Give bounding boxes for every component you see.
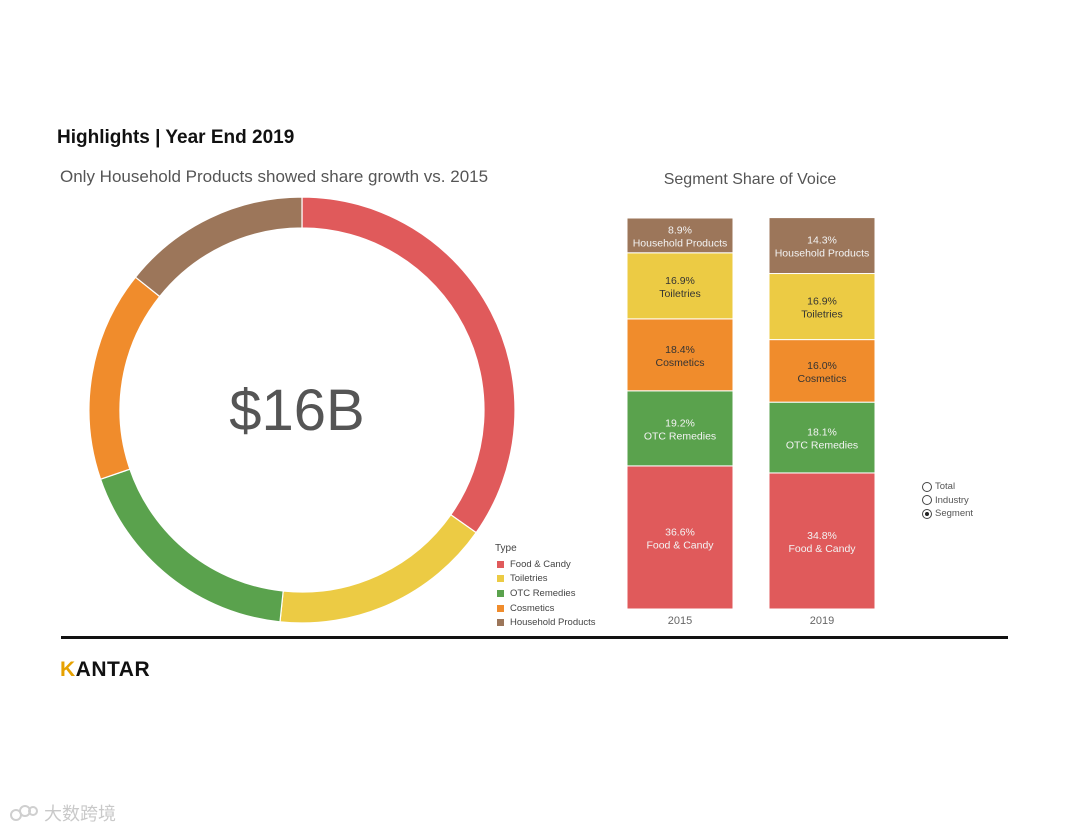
donut-slice-toiletries[interactable] bbox=[279, 513, 477, 624]
bar-category-label: OTC Remedies bbox=[786, 440, 858, 452]
donut-center-label: $16B bbox=[229, 378, 364, 443]
bar-value-label: 14.3% bbox=[807, 235, 837, 247]
x-axis-tick-2015: 2015 bbox=[668, 615, 692, 627]
bar-category-label: Cosmetics bbox=[655, 357, 704, 369]
watermark-icon bbox=[10, 805, 38, 821]
legend-title: Type bbox=[495, 543, 517, 554]
bar-value-label: 16.9% bbox=[807, 296, 837, 308]
filter-label-industry: Industry bbox=[935, 494, 969, 506]
page-title: Highlights | Year End 2019 bbox=[57, 127, 295, 148]
bar-segment-food-and-candy-2019[interactable] bbox=[768, 472, 876, 610]
radio-segment[interactable] bbox=[922, 508, 932, 519]
legend-item-household-products[interactable]: Household Products bbox=[495, 615, 596, 630]
bar-value-label: 18.1% bbox=[807, 427, 837, 439]
filter-option-total[interactable]: Total bbox=[922, 480, 973, 494]
legend-swatch bbox=[497, 575, 504, 583]
chart-legend: Type Food & Candy Toiletries OTC Remedies C… bbox=[495, 543, 596, 630]
watermark-text: 大数跨境 bbox=[44, 804, 116, 824]
bar-segment-cosmetics-2019[interactable] bbox=[768, 339, 876, 403]
bar-value-label: 8.9% bbox=[668, 224, 692, 236]
bar-segment-otc-remedies-2019[interactable] bbox=[768, 401, 876, 474]
legend-item-otc-remedies[interactable]: OTC Remedies bbox=[495, 586, 596, 601]
radio-total[interactable] bbox=[922, 481, 932, 492]
legend-swatch bbox=[497, 589, 504, 597]
bar-category-label: Cosmetics bbox=[797, 373, 846, 385]
bar-value-label: 16.0% bbox=[807, 360, 837, 372]
legend-label: Toiletries bbox=[510, 573, 548, 585]
donut-subtitle: Only Household Products showed share gro… bbox=[60, 167, 489, 186]
x-axis-tick-2019: 2019 bbox=[810, 615, 834, 627]
legend-label: Household Products bbox=[510, 617, 596, 629]
bar-value-label: 36.6% bbox=[665, 526, 695, 538]
legend-item-cosmetics[interactable]: Cosmetics bbox=[495, 601, 596, 616]
share-filter: Total Industry Segment bbox=[922, 480, 973, 521]
donut-chart: $16B bbox=[88, 196, 516, 624]
bar-segment-household-products-2019[interactable] bbox=[768, 217, 876, 275]
bar-segment-food-and-candy-2015[interactable] bbox=[626, 465, 734, 610]
legend-swatch bbox=[497, 604, 504, 612]
donut-slice-otc-remedies[interactable] bbox=[99, 468, 284, 623]
legend-item-food-and-candy[interactable]: Food & Candy bbox=[495, 557, 596, 572]
donut-slice-food-and-candy[interactable] bbox=[301, 196, 516, 534]
legend-label: Food & Candy bbox=[510, 558, 571, 570]
bar-segment-household-products-2015[interactable] bbox=[626, 217, 734, 254]
bar-category-label: Household Products bbox=[633, 237, 728, 249]
radio-industry[interactable] bbox=[922, 495, 932, 506]
legend-swatch bbox=[497, 560, 504, 568]
donut-slice-cosmetics[interactable] bbox=[88, 276, 161, 481]
bar-category-label: Food & Candy bbox=[788, 543, 856, 555]
bar-value-label: 16.9% bbox=[665, 275, 695, 287]
legend-swatch bbox=[497, 619, 504, 627]
donut-slice-household-products[interactable] bbox=[134, 196, 303, 298]
footer-divider bbox=[61, 636, 1008, 639]
filter-option-industry[interactable]: Industry bbox=[922, 494, 973, 508]
legend-item-toiletries[interactable]: Toiletries bbox=[495, 572, 596, 587]
bar-chart-title: Segment Share of Voice bbox=[663, 171, 837, 188]
filter-label-segment: Segment bbox=[935, 508, 974, 520]
watermark: 大数跨境 bbox=[10, 800, 116, 826]
bar-category-label: OTC Remedies bbox=[644, 430, 716, 442]
bar-segment-toiletries-2019[interactable] bbox=[768, 273, 876, 341]
legend-label: Cosmetics bbox=[510, 602, 555, 614]
legend-label: OTC Remedies bbox=[510, 587, 576, 599]
bar-value-label: 19.2% bbox=[665, 417, 695, 429]
bar-value-label: 18.4% bbox=[665, 344, 695, 356]
bar-category-label: Household Products bbox=[775, 248, 870, 260]
bar-category-label: Toiletries bbox=[801, 309, 842, 321]
bar-segment-otc-remedies-2015[interactable] bbox=[626, 390, 734, 467]
filter-option-segment[interactable]: Segment bbox=[922, 507, 973, 521]
bar-category-label: Toiletries bbox=[659, 288, 700, 300]
kantar-logo: KANTAR bbox=[60, 658, 151, 681]
bar-segment-toiletries-2015[interactable] bbox=[626, 252, 734, 320]
bar-value-label: 34.8% bbox=[807, 530, 837, 542]
filter-label-total: Total bbox=[935, 481, 956, 493]
bar-category-label: Food & Candy bbox=[646, 539, 714, 551]
